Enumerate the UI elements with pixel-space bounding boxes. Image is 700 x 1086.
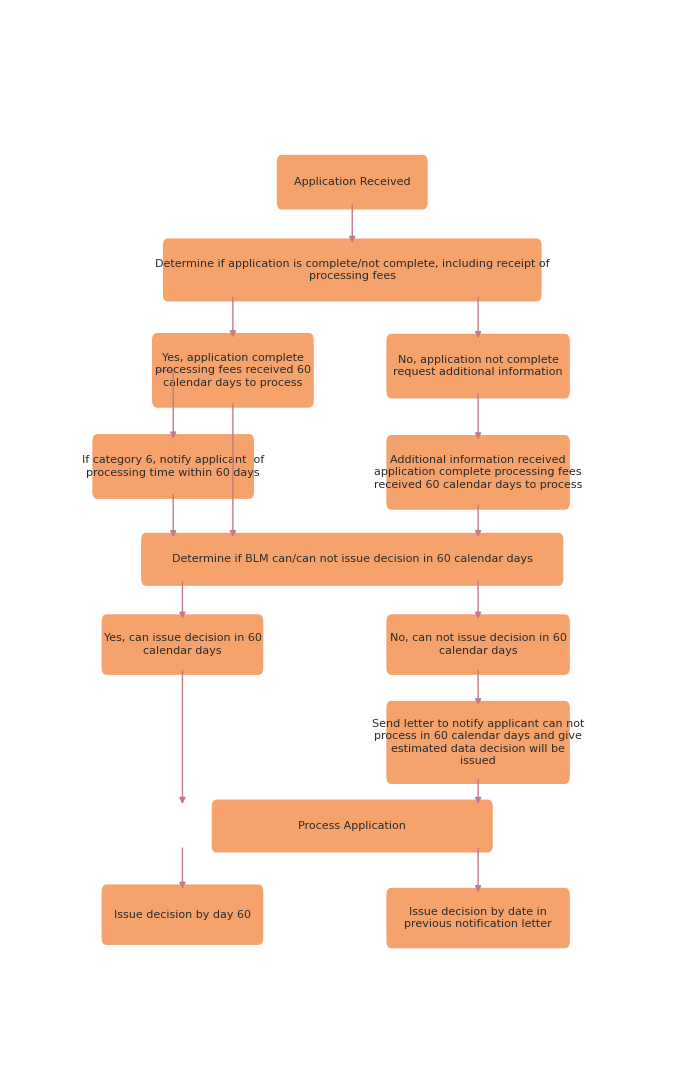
FancyBboxPatch shape: [102, 885, 262, 945]
Text: Yes, can issue decision in 60
calendar days: Yes, can issue decision in 60 calendar d…: [104, 633, 261, 656]
Text: If category 6, notify applicant  of
processing time within 60 days: If category 6, notify applicant of proce…: [82, 455, 265, 478]
Text: Determine if application is complete/not complete, including receipt of
processi: Determine if application is complete/not…: [155, 258, 550, 281]
FancyBboxPatch shape: [102, 615, 262, 674]
FancyBboxPatch shape: [212, 800, 492, 853]
FancyBboxPatch shape: [141, 533, 563, 585]
FancyBboxPatch shape: [387, 615, 569, 674]
Text: No, can not issue decision in 60
calendar days: No, can not issue decision in 60 calenda…: [390, 633, 566, 656]
FancyBboxPatch shape: [387, 334, 569, 397]
Text: Process Application: Process Application: [298, 821, 406, 831]
Text: Issue decision by day 60: Issue decision by day 60: [114, 910, 251, 920]
Text: Send letter to notify applicant can not
process in 60 calendar days and give
est: Send letter to notify applicant can not …: [372, 719, 584, 766]
FancyBboxPatch shape: [387, 435, 569, 509]
Text: Determine if BLM can/can not issue decision in 60 calendar days: Determine if BLM can/can not issue decis…: [172, 554, 533, 565]
FancyBboxPatch shape: [163, 239, 541, 301]
FancyBboxPatch shape: [153, 333, 313, 407]
Text: Yes, application complete
processing fees received 60
calendar days to process: Yes, application complete processing fee…: [155, 353, 311, 388]
FancyBboxPatch shape: [277, 155, 427, 209]
FancyBboxPatch shape: [387, 702, 569, 783]
Text: Additional information received
application complete processing fees
received 60: Additional information received applicat…: [374, 455, 582, 490]
FancyBboxPatch shape: [93, 434, 253, 498]
FancyBboxPatch shape: [387, 888, 569, 948]
Text: Application Received: Application Received: [294, 177, 411, 187]
Text: No, application not complete
request additional information: No, application not complete request add…: [393, 355, 563, 377]
Text: Issue decision by date in
previous notification letter: Issue decision by date in previous notif…: [404, 907, 552, 930]
